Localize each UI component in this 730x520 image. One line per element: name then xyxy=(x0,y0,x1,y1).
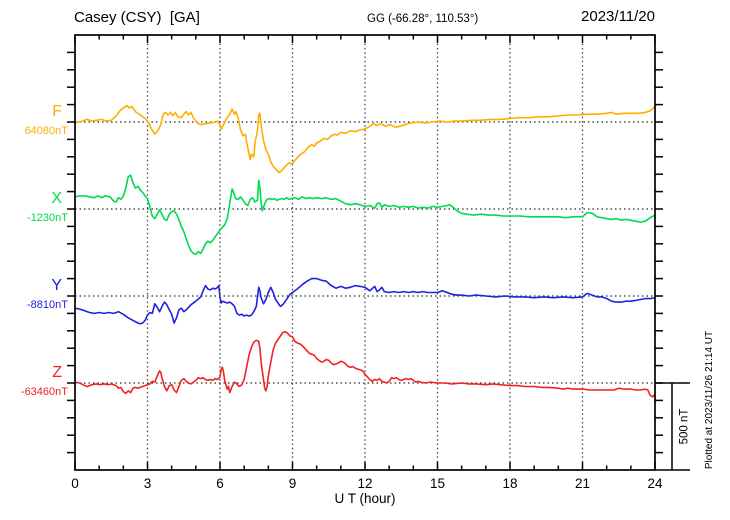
x-tick-label: 21 xyxy=(574,476,591,491)
plotted-at-note: Plotted at 2023/11/26 21:14 UT xyxy=(704,330,715,470)
component-label-z: Z xyxy=(52,364,62,381)
trace-Z xyxy=(75,330,655,398)
x-tick-label: 0 xyxy=(71,476,79,491)
x-tick-label: 6 xyxy=(216,476,224,491)
x-tick-label: 9 xyxy=(288,476,297,491)
component-value-x: -1230nT xyxy=(27,212,68,224)
plot-frame xyxy=(74,34,656,471)
trace-group xyxy=(75,104,655,398)
component-label-f: F xyxy=(52,103,62,120)
x-tick-label: 15 xyxy=(429,476,446,491)
x-tick-label: 3 xyxy=(143,476,152,491)
x-tick-label: 24 xyxy=(647,476,663,491)
trace-F xyxy=(75,104,655,174)
x-tick-label: 12 xyxy=(357,476,373,491)
component-label-y: Y xyxy=(51,277,62,294)
trace-Y xyxy=(75,277,655,325)
station-title: Casey (CSY) [GA] xyxy=(74,9,200,26)
geographic-coordinates: GG (-66.28°, 110.53°) xyxy=(367,13,479,25)
plot-date: 2023/11/20 xyxy=(581,8,655,25)
trace-X xyxy=(75,174,655,255)
component-value-f: 64080nT xyxy=(24,125,68,137)
x-axis-label: U T (hour) xyxy=(334,491,396,506)
x-tick-label: 18 xyxy=(502,476,518,491)
component-label-x: X xyxy=(51,190,62,207)
component-value-y: -8810nT xyxy=(27,299,68,311)
component-value-z: -63460nT xyxy=(20,386,68,398)
scale-bar-label: 500 nT xyxy=(678,408,691,445)
